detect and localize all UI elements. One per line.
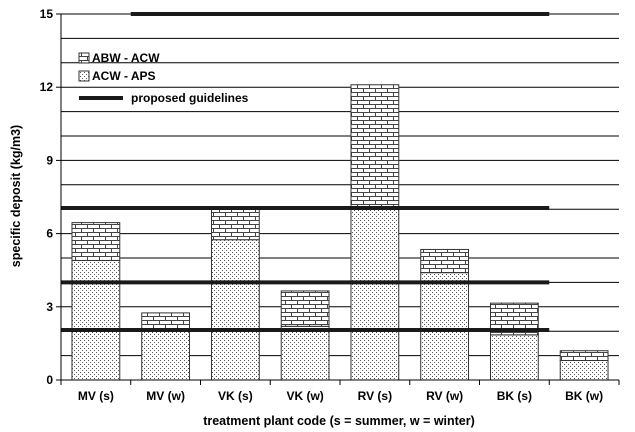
y-tick-label: 0 <box>46 373 53 387</box>
axes <box>56 13 620 385</box>
bar-rv-s-acw-aps <box>350 208 400 381</box>
x-tick-label: MV (w) <box>146 389 185 403</box>
x-axis-title: treatment plant code (s = summer, w = wi… <box>203 414 475 428</box>
y-tick-label: 9 <box>46 153 53 167</box>
legend-swatch-acw-aps <box>78 70 90 82</box>
y-tick-label: 3 <box>46 300 53 314</box>
bar-mv-s-abw-acw <box>71 222 121 261</box>
guideline-lines <box>61 12 550 332</box>
bars <box>71 84 609 381</box>
x-tick-label: VK (s) <box>218 389 253 403</box>
y-tick-label: 15 <box>40 7 54 21</box>
bar-vk-s-acw-aps <box>210 239 260 381</box>
y-tick-label: 12 <box>40 80 54 94</box>
legend: ABW - ACW ACW - APS proposed guidelines <box>78 51 249 105</box>
bar-bk-w-acw-aps <box>559 359 609 381</box>
x-tick-label: BK (w) <box>565 389 603 403</box>
x-tick-label: RV (w) <box>426 389 463 403</box>
bar-vk-w-abw-acw <box>280 290 330 327</box>
bar-mv-s-acw-aps <box>71 259 121 381</box>
gridlines <box>61 13 619 357</box>
bar-rv-s-abw-acw <box>350 84 400 210</box>
bar-vk-w-acw-aps <box>280 325 330 381</box>
legend-label-guidelines: proposed guidelines <box>131 91 249 105</box>
bar-mv-w-acw-aps <box>141 330 191 381</box>
y-axis-title: specific deposit (kg/m3) <box>9 125 23 267</box>
legend-label-abw-acw: ABW - ACW <box>92 51 160 65</box>
bar-bk-w-abw-acw <box>559 350 609 361</box>
legend-swatch-abw-acw <box>78 52 90 64</box>
x-tick-label: RV (s) <box>358 389 392 403</box>
tick-labels: 0 3 6 9 12 15 MV (s) MV (w) VK (s) VK (w) RV (s) RV… <box>40 7 603 403</box>
y-tick-label: 6 <box>46 227 53 241</box>
x-tick-label: VK (w) <box>286 389 323 403</box>
legend-label-acw-aps: ACW - APS <box>92 69 156 83</box>
x-tick-label: MV (s) <box>78 389 114 403</box>
bar-vk-s-abw-acw <box>210 208 260 241</box>
bar-rv-w-abw-acw <box>420 248 470 274</box>
bar-rv-w-acw-aps <box>420 272 470 381</box>
bar-bk-s-acw-aps <box>489 334 539 381</box>
x-tick-label: BK (s) <box>497 389 532 403</box>
